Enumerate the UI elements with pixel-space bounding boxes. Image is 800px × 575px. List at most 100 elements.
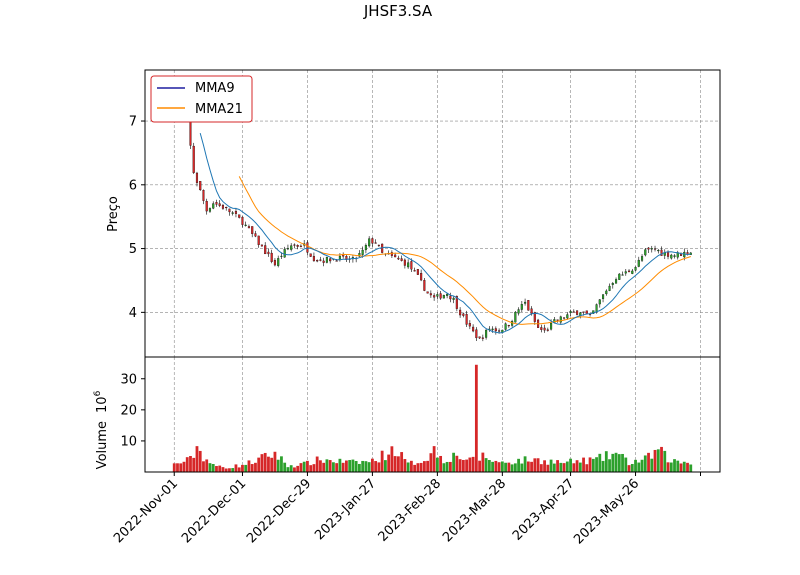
x-tick-label: 2023-Jan-27 <box>312 476 379 543</box>
candle-body <box>283 249 286 258</box>
volume-bar <box>478 460 482 472</box>
candle-body <box>433 295 436 298</box>
volume-bar <box>393 456 397 472</box>
candle-body <box>407 262 410 268</box>
volume-bar <box>647 452 650 472</box>
candle-body <box>660 249 663 256</box>
candle-body <box>329 258 332 262</box>
volume-bar <box>458 459 462 472</box>
volume-bar <box>351 459 355 472</box>
candle-body <box>423 280 426 291</box>
volume-bar <box>543 460 546 472</box>
volume-bar <box>461 459 465 472</box>
volume-bar <box>608 459 611 472</box>
volume-bar <box>630 463 634 472</box>
candle-body <box>507 324 510 327</box>
volume-bar <box>228 468 231 472</box>
volume-bar <box>380 450 384 472</box>
volume-bar <box>474 364 478 472</box>
volume-bar <box>588 457 592 472</box>
volume-bar <box>192 457 196 472</box>
candle-body <box>494 328 497 332</box>
candle-body <box>527 300 530 311</box>
candle-body <box>439 293 442 299</box>
candle-body <box>199 181 202 191</box>
volume-bar <box>309 465 313 472</box>
candle-body <box>621 274 624 276</box>
legend-label-mma9: MMA9 <box>195 81 235 96</box>
volume-bar <box>247 460 251 472</box>
volume-bar <box>663 450 667 472</box>
candle-body <box>491 328 494 331</box>
volume-bar <box>267 456 270 472</box>
volume-bar <box>299 463 303 472</box>
volume-bar <box>189 456 192 472</box>
volume-bar <box>507 462 511 472</box>
volume-bar <box>172 463 176 472</box>
candle-body <box>608 285 611 291</box>
volume-bar <box>315 456 319 472</box>
volume-bar <box>487 460 491 472</box>
x-tick-label: 2023-Apr-27 <box>510 476 577 543</box>
volume-bar <box>552 463 556 472</box>
volume-bar <box>283 462 287 472</box>
volume-bar <box>306 460 309 472</box>
candle-body <box>426 291 429 294</box>
volume-bar <box>302 461 306 472</box>
candle-body <box>241 216 244 225</box>
volume-bar <box>182 461 186 472</box>
candle-body <box>325 256 328 263</box>
candle-body <box>374 242 377 244</box>
candle-body <box>611 283 614 285</box>
candle-body <box>202 190 205 201</box>
volume-bar <box>611 453 615 472</box>
volume-bar <box>176 463 179 472</box>
volume-bar <box>319 460 322 472</box>
volume-bar <box>637 462 641 472</box>
volume-bar <box>426 460 430 472</box>
volume-bar <box>205 459 209 472</box>
candle-body <box>403 259 406 266</box>
volume-bar <box>396 456 400 472</box>
price-y-tick-label: 7 <box>129 115 137 130</box>
volume-bar <box>244 464 248 472</box>
candle-body <box>247 226 251 229</box>
volume-bar <box>250 464 254 472</box>
volume-bars <box>172 364 693 472</box>
mma9-line <box>199 132 691 334</box>
candle-body <box>319 259 322 261</box>
volume-bar <box>179 463 183 472</box>
candle-body <box>345 256 348 260</box>
candle-body <box>296 245 299 247</box>
volume-bar <box>234 464 238 472</box>
volume-bar <box>598 453 602 472</box>
volume-bar <box>634 459 637 472</box>
volume-bar <box>198 450 202 472</box>
candle-body <box>618 273 621 280</box>
candle-body <box>614 279 618 284</box>
x-axis-ticks: 2022-Nov-012022-Dec-012022-Dec-292023-Ja… <box>111 472 702 547</box>
candle-body <box>273 260 276 266</box>
volume-bar <box>520 463 524 472</box>
candle-body <box>254 233 257 237</box>
candle-body <box>550 322 553 330</box>
volume-bar <box>549 459 553 472</box>
candle-body <box>634 267 637 271</box>
x-tick-label: 2022-Dec-29 <box>244 476 314 546</box>
candle-body <box>267 251 270 255</box>
volume-bar <box>416 463 420 472</box>
candle-body <box>215 202 218 205</box>
candle-body <box>631 270 634 274</box>
candle-body <box>670 254 673 259</box>
volume-bar <box>374 461 378 472</box>
candle-body <box>627 270 631 273</box>
volume-bar <box>364 461 368 472</box>
volume-bar <box>617 454 621 472</box>
candle-body <box>475 329 478 339</box>
candle-body <box>358 253 361 257</box>
candle-body <box>270 252 273 262</box>
volume-bar <box>338 458 342 472</box>
volume-bar <box>341 462 345 472</box>
volume-bar <box>231 468 235 472</box>
